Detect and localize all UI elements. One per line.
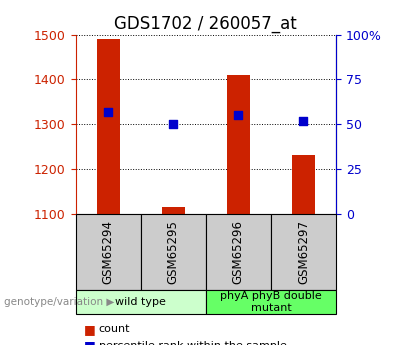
Text: GSM65294: GSM65294: [102, 220, 115, 284]
Text: ■: ■: [84, 339, 96, 345]
Text: genotype/variation ▶: genotype/variation ▶: [4, 297, 115, 307]
Text: percentile rank within the sample: percentile rank within the sample: [99, 341, 286, 345]
Point: [300, 118, 307, 124]
Text: ■: ■: [84, 323, 96, 336]
Bar: [97, 39, 120, 214]
Point: [105, 109, 112, 115]
Title: GDS1702 / 260057_at: GDS1702 / 260057_at: [114, 15, 297, 33]
Text: phyA phyB double
mutant: phyA phyB double mutant: [220, 291, 322, 313]
Text: GSM65295: GSM65295: [167, 220, 180, 284]
Text: wild type: wild type: [115, 297, 166, 307]
Text: count: count: [99, 325, 130, 334]
Point: [170, 121, 177, 127]
Bar: [162, 207, 185, 214]
Bar: [227, 75, 250, 214]
Point: [235, 112, 242, 118]
Text: GSM65296: GSM65296: [232, 220, 245, 284]
Bar: [292, 155, 315, 214]
Text: GSM65297: GSM65297: [297, 220, 310, 284]
